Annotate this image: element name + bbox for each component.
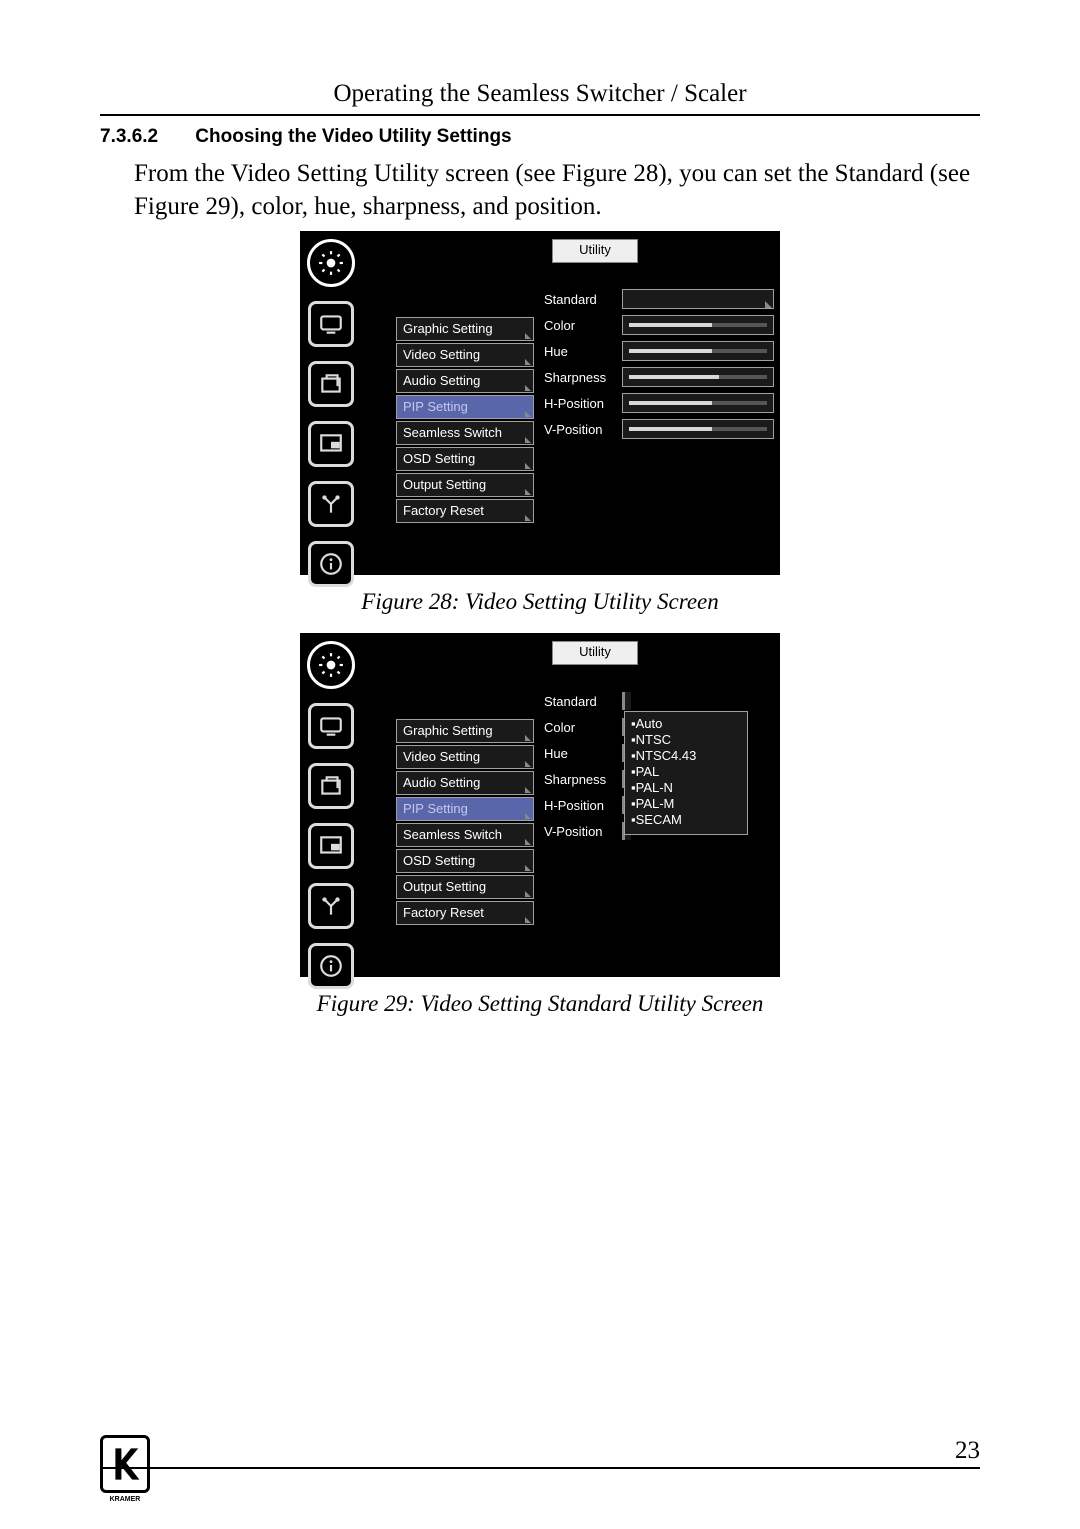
dropdown-option[interactable]: ▪PAL-N [631, 780, 741, 796]
display-icon[interactable] [308, 301, 354, 347]
menu-item[interactable]: Seamless Switch [396, 823, 534, 847]
param-slider[interactable] [622, 419, 774, 439]
settings-menu: Graphic SettingVideo SettingAudio Settin… [396, 317, 534, 525]
section-heading: 7.3.6.2 Choosing the Video Utility Setti… [100, 126, 980, 148]
param-row: V-Position [544, 417, 774, 441]
header-rule [100, 114, 980, 116]
param-slider[interactable] [622, 315, 774, 335]
menu-item[interactable]: OSD Setting [396, 447, 534, 471]
dropdown-option[interactable]: ▪PAL-M [631, 796, 741, 812]
param-label: Standard [544, 694, 622, 709]
figure-29-caption: Figure 29: Video Setting Standard Utilit… [100, 991, 980, 1017]
menu-item[interactable]: Video Setting [396, 745, 534, 769]
param-label: Sharpness [544, 772, 622, 787]
param-label: Hue [544, 746, 622, 761]
param-row: Color [544, 313, 774, 337]
param-row: Hue [544, 339, 774, 363]
param-slider[interactable] [622, 341, 774, 361]
figure-29-screenshot: Utility Graphic SettingVideo SettingAudi… [300, 633, 780, 977]
dropdown-option[interactable]: ▪Auto [631, 716, 741, 732]
utility-tab[interactable]: Utility [552, 239, 638, 263]
info-icon[interactable] [308, 943, 354, 989]
sidebar-icons [308, 239, 354, 601]
menu-item[interactable]: Graphic Setting [396, 317, 534, 341]
logo-caption: KRAMER [100, 1496, 150, 1503]
body-paragraph: From the Video Setting Utility screen (s… [134, 158, 980, 223]
utility-tab[interactable]: Utility [552, 641, 638, 665]
tools-icon[interactable] [308, 481, 354, 527]
menu-item[interactable]: Factory Reset [396, 901, 534, 925]
menu-item[interactable]: Audio Setting [396, 771, 534, 795]
dropdown-option[interactable]: ▪PAL [631, 764, 741, 780]
menu-item[interactable]: Graphic Setting [396, 719, 534, 743]
param-row: H-Position [544, 391, 774, 415]
param-slider[interactable] [622, 393, 774, 413]
param-label: Sharpness [544, 370, 622, 385]
footer: 23 [100, 1437, 980, 1469]
settings-menu: Graphic SettingVideo SettingAudio Settin… [396, 719, 534, 927]
running-header: Operating the Seamless Switcher / Scaler [100, 80, 980, 108]
tools-icon[interactable] [308, 883, 354, 929]
pip-icon[interactable] [308, 421, 354, 467]
param-row: Sharpness [544, 365, 774, 389]
menu-item[interactable]: Video Setting [396, 343, 534, 367]
info-icon[interactable] [308, 541, 354, 587]
param-label: V-Position [544, 824, 622, 839]
menu-item[interactable]: Audio Setting [396, 369, 534, 393]
section-title: Choosing the Video Utility Settings [195, 126, 511, 147]
param-row: Standard [544, 287, 774, 311]
params-column: Standard Color Hue Sharpness H-Position V-Pos… [544, 287, 774, 443]
standard-dropdown[interactable]: ▪Auto▪NTSC▪NTSC4.43▪PAL▪PAL-N▪PAL-M▪SECA… [624, 711, 748, 835]
menu-item[interactable]: PIP Setting [396, 395, 534, 419]
param-label: Hue [544, 344, 622, 359]
menu-item[interactable]: Seamless Switch [396, 421, 534, 445]
page: Operating the Seamless Switcher / Scaler… [0, 0, 1080, 1529]
menu-item[interactable]: OSD Setting [396, 849, 534, 873]
dropdown-option[interactable]: ▪SECAM [631, 812, 741, 828]
sidebar-icons [308, 641, 354, 1003]
param-row: Standard [544, 689, 774, 713]
page-number: 23 [100, 1437, 980, 1465]
param-label: Color [544, 318, 622, 333]
section-number: 7.3.6.2 [100, 126, 190, 148]
menu-item[interactable]: Factory Reset [396, 499, 534, 523]
figure-28-caption: Figure 28: Video Setting Utility Screen [100, 589, 980, 615]
param-label: V-Position [544, 422, 622, 437]
param-label: Color [544, 720, 622, 735]
display-icon[interactable] [308, 703, 354, 749]
source-icon[interactable] [308, 361, 354, 407]
param-marker [622, 692, 631, 710]
footer-rule [100, 1467, 980, 1469]
dropdown-option[interactable]: ▪NTSC4.43 [631, 748, 741, 764]
source-icon[interactable] [308, 763, 354, 809]
menu-item[interactable]: Output Setting [396, 473, 534, 497]
param-label: H-Position [544, 798, 622, 813]
param-value-box[interactable] [622, 289, 774, 309]
brightness-icon[interactable] [307, 641, 355, 689]
menu-item[interactable]: Output Setting [396, 875, 534, 899]
kramer-logo [100, 1435, 150, 1493]
param-label: Standard [544, 292, 622, 307]
brightness-icon[interactable] [307, 239, 355, 287]
dropdown-option[interactable]: ▪NTSC [631, 732, 741, 748]
pip-icon[interactable] [308, 823, 354, 869]
figure-28-screenshot: Utility Graphic SettingVideo SettingAudi… [300, 231, 780, 575]
param-slider[interactable] [622, 367, 774, 387]
param-label: H-Position [544, 396, 622, 411]
menu-item[interactable]: PIP Setting [396, 797, 534, 821]
